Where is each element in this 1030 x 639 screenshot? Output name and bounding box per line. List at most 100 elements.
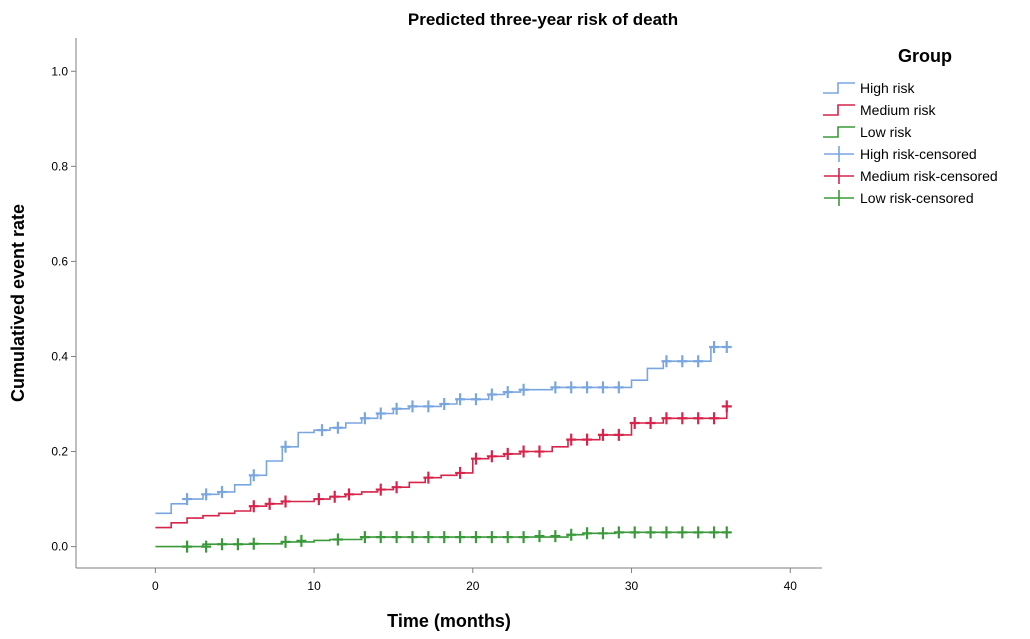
x-tick-label: 0	[152, 579, 159, 593]
legend-swatch-step	[823, 82, 855, 94]
censor-mark-medium-risk	[518, 445, 529, 458]
legend-item-medium-risk-censored: Medium risk-censored	[824, 168, 998, 184]
y-tick-label: 0.0	[51, 540, 68, 554]
censor-mark-medium-risk	[721, 400, 732, 413]
censor-mark-low-risk	[296, 534, 307, 547]
series-line-high-risk	[155, 346, 727, 515]
censor-mark-low-risk	[597, 527, 608, 540]
legend-item-low-risk: Low risk	[823, 124, 912, 140]
censor-mark-high-risk	[518, 383, 529, 396]
legend-item-medium-risk: Medium risk	[823, 102, 936, 118]
censor-mark-medium-risk	[677, 412, 688, 425]
series-layer	[155, 340, 732, 553]
legend-label: Low risk-censored	[860, 190, 974, 206]
x-tick-label: 30	[625, 579, 639, 593]
censor-mark-low-risk	[359, 531, 370, 544]
censor-mark-medium-risk	[329, 490, 340, 503]
censor-mark-low-risk	[613, 526, 624, 539]
censor-mark-medium-risk	[248, 500, 259, 513]
censor-mark-medium-risk	[486, 450, 497, 463]
censor-mark-low-risk	[391, 531, 402, 544]
censor-mark-low-risk	[423, 531, 434, 544]
censor-mark-medium-risk	[597, 428, 608, 441]
censor-mark-high-risk	[566, 381, 577, 394]
legend-title: Group	[898, 46, 952, 66]
censor-mark-medium-risk	[693, 412, 704, 425]
censor-mark-low-risk	[550, 530, 561, 543]
y-tick-label: 1.0	[51, 64, 68, 78]
series-line-medium-risk	[155, 406, 728, 529]
censor-mark-medium-risk	[264, 497, 275, 510]
censor-mark-medium-risk	[280, 495, 291, 508]
censor-mark-high-risk	[332, 421, 343, 434]
censor-mark-high-risk	[486, 388, 497, 401]
censor-mark-medium-risk	[629, 417, 640, 430]
censor-mark-medium-risk	[313, 493, 324, 506]
censor-mark-high-risk	[391, 402, 402, 415]
censor-mark-high-risk	[677, 355, 688, 368]
censor-mark-low-risk	[439, 531, 450, 544]
censor-mark-low-risk	[502, 531, 513, 544]
legend-item-high-risk: High risk	[823, 80, 915, 96]
censor-mark-low-risk	[518, 531, 529, 544]
legend-entries: High risk Medium risk Low risk High risk-ce…	[823, 80, 998, 206]
censor-mark-low-risk	[566, 528, 577, 541]
censor-mark-high-risk	[201, 488, 212, 501]
censor-mark-high-risk	[597, 381, 608, 394]
censor-mark-medium-risk	[661, 412, 672, 425]
censor-mark-low-risk	[582, 527, 593, 540]
censor-mark-medium-risk	[613, 428, 624, 441]
censor-mark-high-risk	[455, 393, 466, 406]
censor-mark-high-risk	[439, 398, 450, 411]
censor-mark-low-risk	[217, 538, 228, 551]
censor-mark-high-risk	[693, 355, 704, 368]
censor-mark-high-risk	[709, 340, 720, 353]
chart-title: Predicted three-year risk of death	[408, 10, 678, 29]
censor-mark-low-risk	[677, 526, 688, 539]
censor-mark-high-risk	[375, 407, 386, 420]
censor-mark-medium-risk	[645, 417, 656, 430]
x-axis-title: Time (months)	[387, 611, 511, 631]
x-tick-label: 10	[307, 579, 321, 593]
censor-mark-medium-risk	[423, 471, 434, 484]
series-medium-risk	[155, 400, 732, 529]
censor-mark-medium-risk	[470, 452, 481, 465]
censor-mark-medium-risk	[502, 447, 513, 460]
censor-mark-high-risk	[613, 381, 624, 394]
censor-mark-medium-risk	[455, 466, 466, 479]
censor-mark-low-risk	[280, 535, 291, 548]
censor-mark-low-risk	[248, 537, 259, 550]
legend-item-high-risk-censored: High risk-censored	[824, 146, 977, 162]
x-axis-ticks: 0 10 20 30 40	[152, 568, 797, 593]
legend-swatch-censor	[824, 146, 854, 162]
x-tick-label: 40	[784, 579, 798, 593]
censor-mark-low-risk	[693, 526, 704, 539]
y-tick-label: 0.8	[51, 159, 68, 173]
censor-mark-low-risk	[629, 526, 640, 539]
censor-mark-high-risk	[248, 469, 259, 482]
y-tick-label: 0.6	[51, 254, 68, 268]
censor-mark-low-risk	[375, 531, 386, 544]
censor-mark-medium-risk	[375, 483, 386, 496]
censor-mark-low-risk	[721, 526, 732, 539]
y-axis-ticks: 0.0 0.2 0.4 0.6 0.8 1.0	[51, 64, 76, 554]
censor-mark-high-risk	[721, 340, 732, 353]
series-high-risk	[155, 340, 732, 515]
legend-label: High risk-censored	[860, 146, 977, 162]
legend-item-low-risk-censored: Low risk-censored	[824, 190, 974, 206]
censor-mark-low-risk	[232, 538, 243, 551]
censor-mark-low-risk	[182, 540, 193, 553]
censor-mark-medium-risk	[566, 433, 577, 446]
censor-mark-high-risk	[407, 400, 418, 413]
censor-mark-low-risk	[201, 540, 212, 553]
censor-mark-medium-risk	[709, 412, 720, 425]
censor-mark-low-risk	[455, 531, 466, 544]
censor-mark-medium-risk	[391, 481, 402, 494]
y-tick-label: 0.2	[51, 445, 68, 459]
legend-swatch-censor	[824, 190, 854, 206]
censor-mark-high-risk	[502, 386, 513, 399]
censor-mark-medium-risk	[534, 445, 545, 458]
censor-mark-high-risk	[550, 381, 561, 394]
